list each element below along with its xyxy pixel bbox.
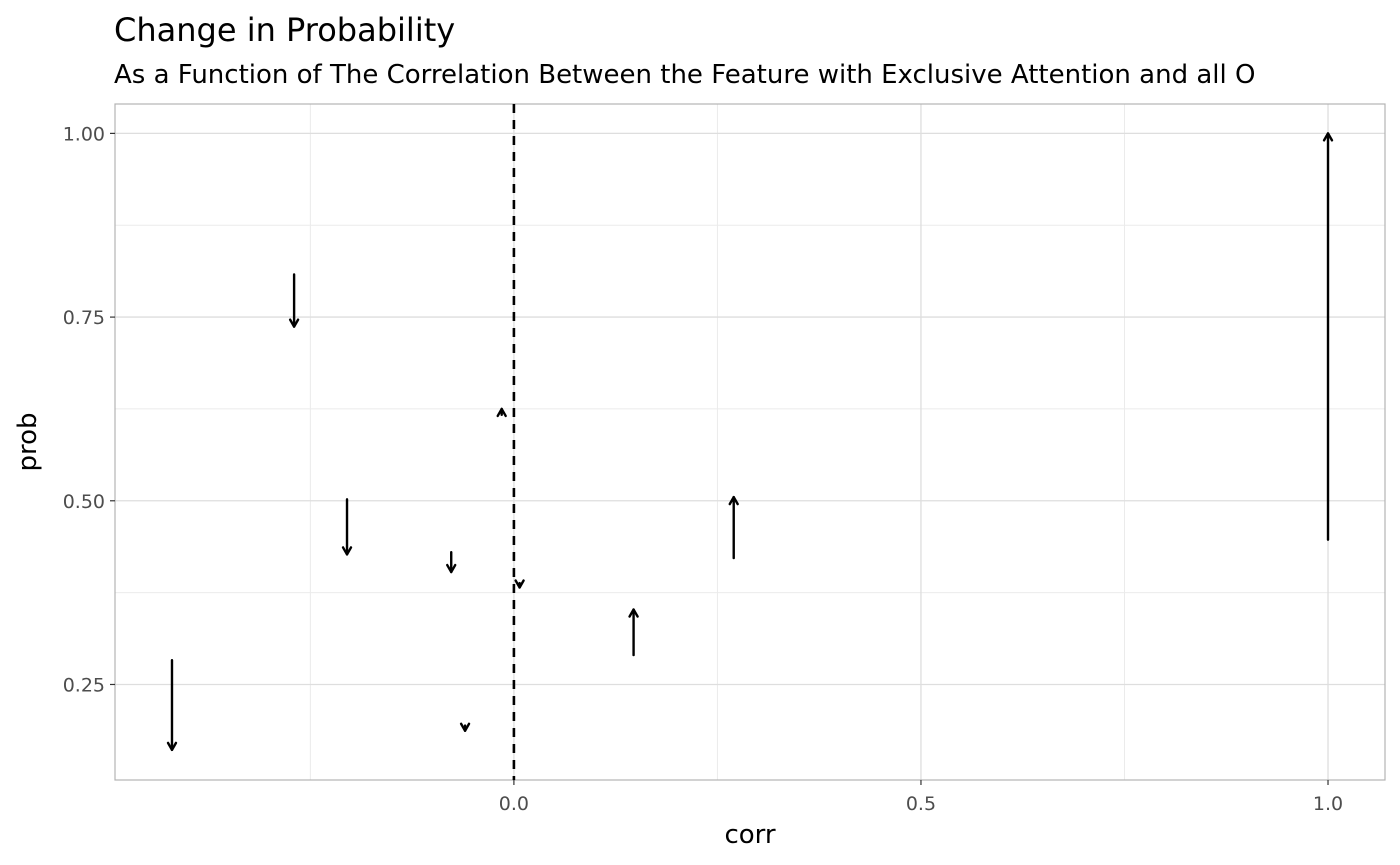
arrow-head xyxy=(728,495,739,506)
arrow xyxy=(1322,132,1334,541)
chart-subtitle: As a Function of The Correlation Between… xyxy=(114,60,1255,90)
x-axis-title: corr xyxy=(724,820,775,850)
arrow-head xyxy=(341,546,353,556)
arrow-head xyxy=(1322,132,1334,142)
chart-title: Change in Probability xyxy=(114,11,455,49)
arrow-head xyxy=(459,722,471,732)
arrow xyxy=(459,722,471,732)
arrow-head xyxy=(514,579,525,589)
arrow xyxy=(166,659,178,752)
axis-ticks: 0.0 0.5 1.0 0.25 0.50 0.75 1.00 xyxy=(63,123,1343,815)
y-tick-label: 0.25 xyxy=(63,674,105,696)
arrow xyxy=(514,579,525,589)
x-tick-label: 0.0 xyxy=(499,793,529,815)
y-axis-title: prob xyxy=(13,412,43,471)
arrow xyxy=(728,495,739,560)
arrow xyxy=(496,407,507,418)
arrow xyxy=(341,498,353,556)
grid xyxy=(115,104,1385,780)
y-tick-label: 0.50 xyxy=(63,491,105,513)
arrow-head xyxy=(496,407,507,418)
arrow-head xyxy=(628,608,639,618)
y-tick-label: 1.00 xyxy=(63,123,105,145)
x-tick-label: 0.5 xyxy=(906,793,936,815)
arrow-head xyxy=(288,318,300,328)
arrow-head xyxy=(446,563,457,574)
data-marks xyxy=(166,104,1334,780)
plot-panel xyxy=(114,103,1386,781)
arrow-head xyxy=(166,741,178,752)
x-tick-label: 1.0 xyxy=(1313,793,1343,815)
arrow xyxy=(446,551,457,574)
y-tick-label: 0.75 xyxy=(63,307,105,329)
arrow xyxy=(628,608,639,657)
arrow xyxy=(288,273,300,328)
